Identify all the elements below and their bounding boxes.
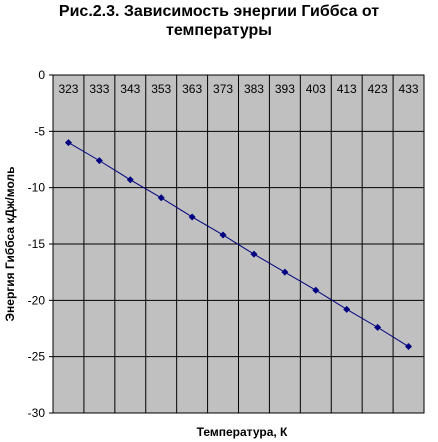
x-tick-label: 363 (182, 82, 202, 96)
data-point-marker (126, 176, 134, 184)
chart-title-line-1: Рис.2.3. Зависимость энергии Гиббса от (59, 3, 379, 20)
data-point-marker (64, 139, 72, 147)
data-point-marker (250, 250, 258, 258)
y-tick-label: -5 (34, 124, 45, 138)
series-energy (64, 139, 413, 351)
y-axis-title: Энергия Гиббса кДж/моль (3, 166, 17, 321)
x-tick-label: 393 (275, 82, 295, 96)
y-tick-label: 0 (38, 68, 45, 82)
y-axis-ticks: 0 -5 -10 -15 -20 -25 -30 (28, 68, 53, 420)
x-tick-label: 403 (306, 82, 326, 96)
x-tick-label: 373 (213, 82, 233, 96)
x-tick-label: 383 (244, 82, 264, 96)
x-tick-label: 433 (399, 82, 419, 96)
x-tick-label: 423 (368, 82, 388, 96)
x-tick-label: 323 (58, 82, 78, 96)
series-line (68, 142, 409, 347)
data-point-marker (95, 157, 103, 165)
x-tick-label: 333 (89, 82, 109, 96)
y-tick-label: -20 (28, 293, 46, 307)
y-tick-label: -15 (28, 237, 46, 251)
data-point-marker (343, 305, 351, 313)
data-point-marker (188, 213, 196, 221)
y-tick-label: -25 (28, 350, 46, 364)
x-axis-ticks: 323 333 343 353 363 373 383 393 403 413 423 433 (58, 82, 418, 96)
data-point-marker (219, 231, 227, 239)
y-tick-label: -30 (28, 406, 46, 420)
x-tick-label: 413 (337, 82, 357, 96)
data-point-marker (374, 323, 382, 331)
data-point-marker (281, 268, 289, 276)
data-point-marker (312, 286, 320, 294)
x-axis-title: Температура, К (197, 425, 288, 439)
x-tick-label: 353 (151, 82, 171, 96)
gridlines (52, 74, 425, 414)
data-point-marker (157, 194, 165, 202)
data-point-marker (405, 343, 413, 351)
x-tick-label: 343 (120, 82, 140, 96)
y-tick-label: -10 (28, 181, 46, 195)
chart-title-line-2: температуры (166, 22, 272, 39)
